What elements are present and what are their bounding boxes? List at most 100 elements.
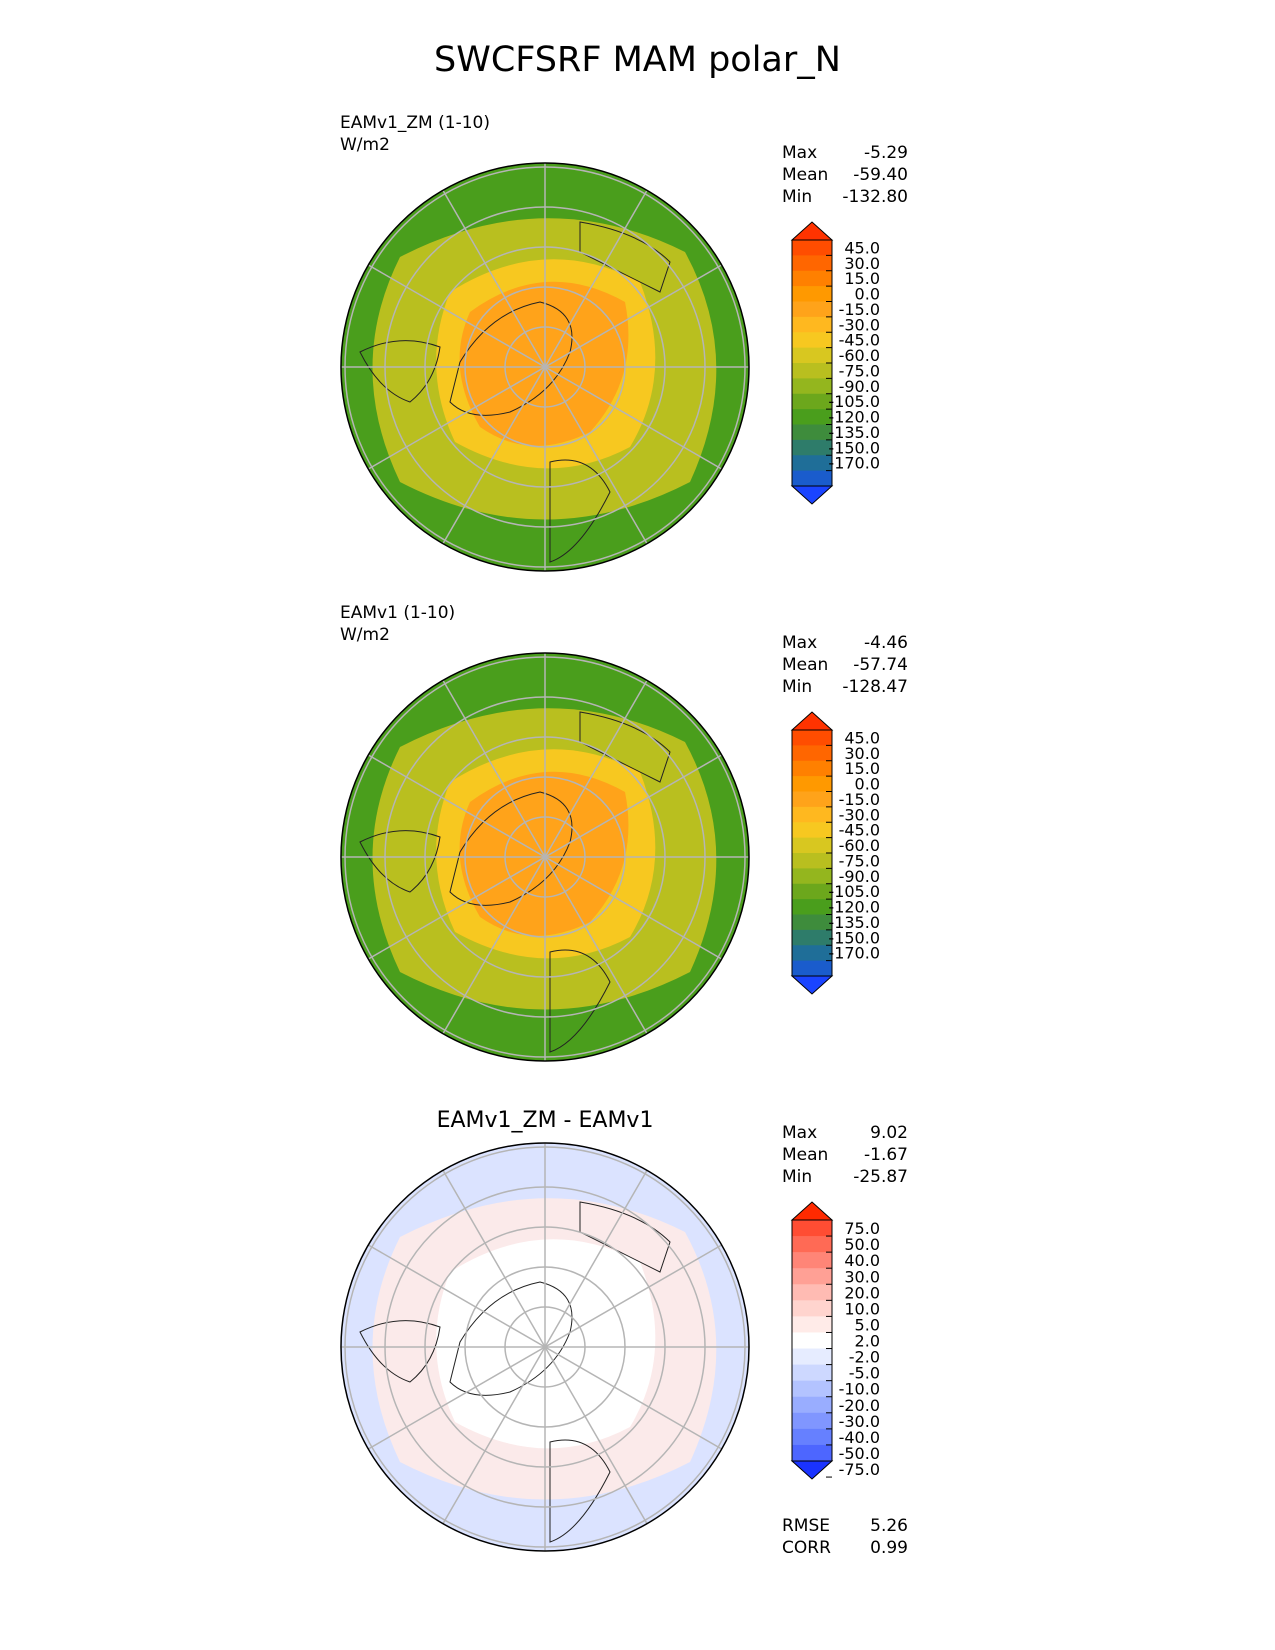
colorbar-bin [792,270,832,287]
colorbar-bin [792,899,832,915]
colorbar-bin [792,316,832,333]
colorbar-bin [792,806,832,823]
colorbar-tick-label: -120.0 [828,898,880,917]
colorbar-tick-label: -60.0 [839,836,880,855]
colorbar-tick-label: -45.0 [839,821,880,840]
colorbar-tick-label: -15.0 [839,300,880,319]
colorbar-tick-label: -105.0 [828,392,880,411]
colorbar-bin [792,455,832,472]
colorbar-bin [792,378,832,395]
stat-mean: Mean -57.74 [782,655,908,675]
stat-min: Min -25.87 [782,1167,908,1187]
colorbar-bin [792,883,832,900]
colorbar-bin [792,868,832,885]
colorbar-bin [792,1428,832,1446]
coastline-scandinavia [549,949,611,1053]
colorbar-bin [792,286,832,302]
colorbar-bin [792,1220,832,1237]
colorbar-bin [792,1380,832,1398]
coastline-scandinavia [549,1439,611,1543]
colorbar-tick-label: -120.0 [828,408,880,427]
figure-title: SWCFSRF MAM polar_N [434,40,841,80]
colorbar-bin [792,776,832,792]
coastline-siberia [579,1201,671,1273]
coastline-alaska [359,830,441,893]
colorbar-bin [792,332,832,349]
map-boundary [340,162,750,572]
colorbar-bin [792,853,832,869]
stat-max: Max -5.29 [782,143,908,163]
colorbar-tick-label: -170.0 [828,944,880,963]
meridian-line [367,264,723,470]
colorbar-tick-label: -2.0 [849,1348,880,1367]
panel-difference-map [340,1142,750,1552]
colorbar-bin [792,1252,832,1269]
colorbar-tick-label: 5.0 [855,1315,880,1334]
colorbar-bin [792,1316,832,1333]
colorbar-tick-label: 30.0 [844,1267,880,1286]
colorbar-bin [792,393,832,410]
colorbar-bin [792,1412,832,1430]
colorbar-extend-min [790,485,834,505]
colorbar-tick-label: -50.0 [839,1444,880,1463]
colorbar-tick-label: 30.0 [844,254,880,273]
colorbar-bin [792,240,832,256]
colorbar-tick-label: 0.0 [855,285,880,304]
colorbar-bin [792,439,832,456]
colorbar-bin [792,1396,832,1414]
colorbar-bin [792,1236,832,1253]
colorbar-tick-label: -5.0 [849,1364,880,1383]
colorbar-tick-label: -45.0 [839,331,880,350]
panel-reference-colorbar: 45.030.015.00.0-15.0-30.0-45.0-60.0-75.0… [790,711,880,995]
colorbar-bin [792,730,832,746]
colorbar-tick-label: -75.0 [839,851,880,870]
colorbar-tick-label: -90.0 [839,377,880,396]
colorbar-tick-label: -30.0 [839,1412,880,1431]
colorbar-bin [792,960,832,977]
colorbar-extend-min [790,1460,834,1480]
stat-max: Max -4.46 [782,633,908,653]
colorbar-extend-min [790,975,834,995]
map-field [341,1143,749,1551]
map-field [341,653,749,1061]
colorbar-tick-label: -150.0 [828,928,880,947]
colorbar-bin [792,1348,832,1366]
coastline-alaska [359,1320,441,1383]
colorbar-bin [792,1444,832,1462]
colorbar-tick-label: -170.0 [828,454,880,473]
colorbar-tick-label: -105.0 [828,882,880,901]
stat-min: Min -128.47 [782,677,908,697]
colorbar-tick-label: 20.0 [844,1283,880,1302]
panel-test-label: EAMv1_ZM (1-10) W/m2 [340,112,490,156]
map-boundary [340,1142,750,1552]
colorbar-tick-label: 15.0 [844,759,880,778]
colorbar-tick-label: 75.0 [844,1219,880,1238]
panel-test-colorbar: 45.030.015.00.0-15.0-30.0-45.0-60.0-75.0… [790,221,880,505]
map-boundary [340,652,750,1062]
stat-min: Min -132.80 [782,187,908,207]
colorbar-tick-label: -15.0 [839,790,880,809]
colorbar-tick-label: -75.0 [839,1460,880,1479]
colorbar-frame [791,1219,833,1462]
colorbar-tick-label: -30.0 [839,315,880,334]
colorbar-tick-label: -135.0 [828,423,880,442]
map-field [341,163,749,571]
colorbar-tick-label: -20.0 [839,1396,880,1415]
meridian-line [367,754,723,960]
colorbar-tick-label: -10.0 [839,1380,880,1399]
colorbar-bin [792,363,832,379]
colorbar-bin [792,929,832,946]
colorbar-tick-label: 2.0 [855,1332,880,1351]
metric-rmse: RMSE 5.26 [782,1516,908,1536]
colorbar-bin [792,837,832,854]
stat-mean: Mean -1.67 [782,1145,908,1165]
panel-test-name: EAMv1_ZM (1-10) [340,113,490,133]
panel-reference-map [340,652,750,1062]
colorbar-tick-label: -30.0 [839,805,880,824]
colorbar-bin [792,470,832,487]
colorbar-tick-label: 30.0 [844,744,880,763]
colorbar-bin [792,1332,832,1350]
meridian-line [367,1244,723,1450]
stat-max: Max 9.02 [782,1123,908,1143]
colorbar-bin [792,760,832,777]
